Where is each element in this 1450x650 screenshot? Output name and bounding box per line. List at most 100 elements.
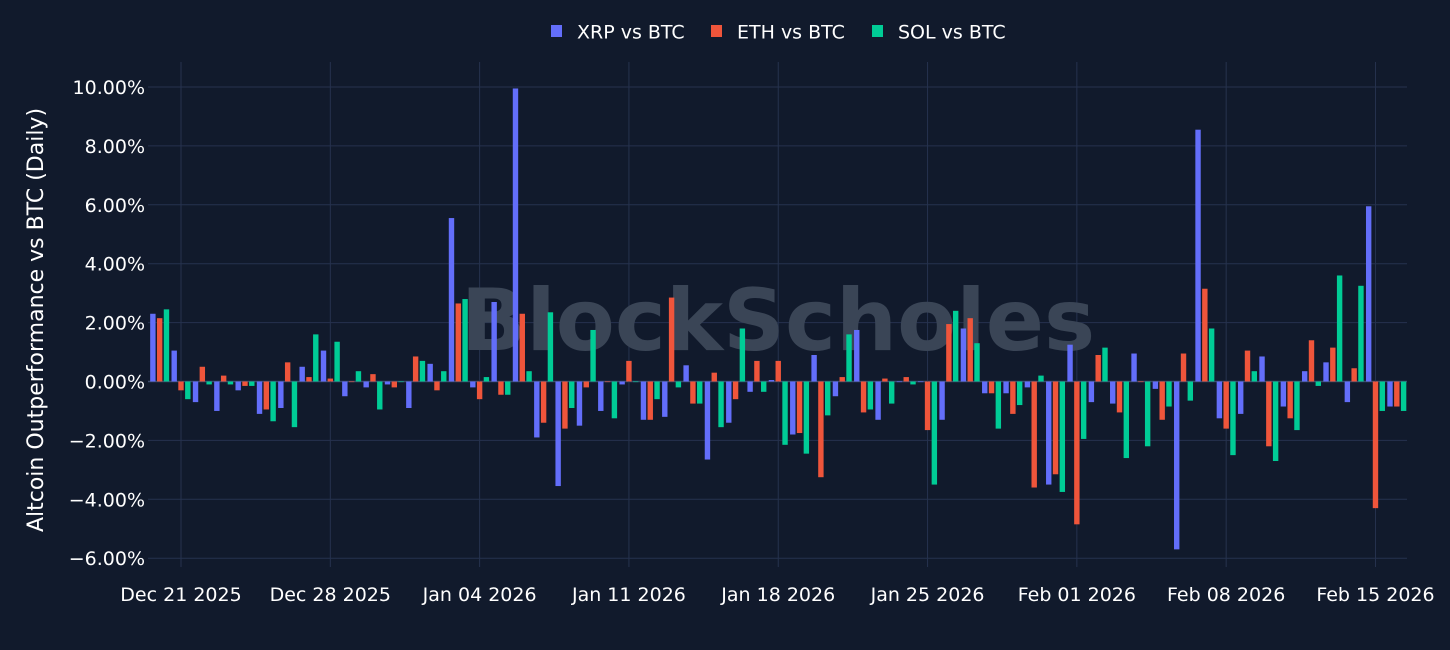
y-tick-label: 0.00% bbox=[85, 372, 145, 394]
bar-xrp-vs-btc bbox=[982, 381, 988, 394]
bar-xrp-vs-btc bbox=[598, 381, 604, 411]
bar-eth-vs-btc bbox=[818, 381, 824, 478]
bar-sol-vs-btc bbox=[1379, 381, 1385, 411]
bar-eth-vs-btc bbox=[519, 313, 525, 382]
x-tick-label: Jan 25 2026 bbox=[870, 584, 985, 606]
y-tick-label: −4.00% bbox=[69, 489, 145, 511]
bar-sol-vs-btc bbox=[569, 381, 575, 408]
bar-eth-vs-btc bbox=[626, 360, 632, 382]
bar-eth-vs-btc bbox=[903, 377, 909, 382]
bar-sol-vs-btc bbox=[526, 371, 532, 382]
bar-xrp-vs-btc bbox=[1301, 371, 1308, 382]
legend-swatch bbox=[872, 25, 883, 37]
bar-sol-vs-btc bbox=[1102, 347, 1108, 382]
bar-xrp-vs-btc bbox=[683, 365, 689, 382]
bar-xrp-vs-btc bbox=[960, 328, 967, 382]
legend-swatch bbox=[551, 25, 562, 37]
bar-xrp-vs-btc bbox=[1195, 129, 1201, 382]
y-tick-label: 4.00% bbox=[85, 254, 145, 276]
bar-eth-vs-btc bbox=[1372, 381, 1379, 509]
bar-eth-vs-btc bbox=[455, 303, 461, 382]
bar-xrp-vs-btc bbox=[150, 313, 156, 382]
bar-sol-vs-btc bbox=[931, 381, 938, 485]
bar-sol-vs-btc bbox=[611, 381, 618, 419]
bar-eth-vs-btc bbox=[1330, 347, 1336, 382]
bar-xrp-vs-btc bbox=[448, 218, 455, 382]
bar-sol-vs-btc bbox=[249, 381, 255, 386]
bar-xrp-vs-btc bbox=[470, 381, 476, 388]
bar-xrp-vs-btc bbox=[576, 381, 583, 426]
legend-label: XRP vs BTC bbox=[577, 22, 685, 44]
x-tick-label: Jan 18 2026 bbox=[720, 584, 835, 606]
bar-eth-vs-btc bbox=[988, 381, 995, 394]
y-tick-label: 2.00% bbox=[85, 313, 145, 335]
bar-eth-vs-btc bbox=[1159, 381, 1165, 420]
bar-sol-vs-btc bbox=[270, 381, 276, 422]
bar-xrp-vs-btc bbox=[214, 381, 220, 411]
bar-sol-vs-btc bbox=[910, 381, 916, 385]
bar-xrp-vs-btc bbox=[235, 381, 241, 391]
bar-xrp-vs-btc bbox=[1323, 362, 1329, 382]
bar-xrp-vs-btc bbox=[1365, 206, 1372, 382]
watermark-logo: BlockScholes bbox=[461, 271, 1096, 371]
legend-label: SOL vs BTC bbox=[898, 22, 1006, 44]
bar-eth-vs-btc bbox=[1074, 381, 1080, 525]
bar-eth-vs-btc bbox=[263, 381, 270, 410]
bar-xrp-vs-btc bbox=[1280, 381, 1287, 407]
bar-xrp-vs-btc bbox=[1067, 344, 1073, 382]
bar-eth-vs-btc bbox=[775, 360, 781, 382]
bar-sol-vs-btc bbox=[1016, 381, 1023, 406]
bar-xrp-vs-btc bbox=[1024, 381, 1031, 388]
bar-xrp-vs-btc bbox=[512, 88, 519, 382]
bar-sol-vs-btc bbox=[1080, 381, 1087, 439]
bar-xrp-vs-btc bbox=[662, 381, 668, 417]
bar-sol-vs-btc bbox=[825, 381, 831, 416]
bar-sol-vs-btc bbox=[974, 343, 980, 382]
bar-xrp-vs-btc bbox=[811, 355, 817, 382]
bar-eth-vs-btc bbox=[1287, 381, 1293, 419]
bar-eth-vs-btc bbox=[306, 377, 312, 382]
bar-xrp-vs-btc bbox=[726, 381, 732, 423]
bar-eth-vs-btc bbox=[1394, 381, 1400, 407]
bar-sol-vs-btc bbox=[782, 381, 788, 445]
bar-eth-vs-btc bbox=[924, 381, 931, 431]
bar-sol-vs-btc bbox=[1166, 381, 1172, 407]
bar-sol-vs-btc bbox=[995, 381, 1002, 429]
bar-eth-vs-btc bbox=[1202, 288, 1208, 382]
bar-sol-vs-btc bbox=[227, 381, 234, 385]
bar-eth-vs-btc bbox=[946, 324, 952, 382]
bar-sol-vs-btc bbox=[355, 371, 362, 382]
x-tick-label: Jan 11 2026 bbox=[571, 584, 686, 606]
bar-xrp-vs-btc bbox=[939, 381, 945, 420]
bar-sol-vs-btc bbox=[1208, 328, 1215, 382]
bar-xrp-vs-btc bbox=[1259, 356, 1265, 382]
x-tick-label: Feb 15 2026 bbox=[1316, 584, 1434, 606]
bar-eth-vs-btc bbox=[220, 375, 227, 382]
bar-xrp-vs-btc bbox=[747, 381, 753, 392]
bar-xrp-vs-btc bbox=[619, 381, 625, 385]
bar-sol-vs-btc bbox=[590, 329, 596, 382]
bar-eth-vs-btc bbox=[860, 381, 867, 413]
bar-sol-vs-btc bbox=[505, 381, 511, 395]
bar-eth-vs-btc bbox=[1031, 381, 1037, 488]
y-tick-label: 6.00% bbox=[85, 195, 145, 217]
bar-sol-vs-btc bbox=[1336, 275, 1343, 382]
bar-xrp-vs-btc bbox=[854, 329, 860, 382]
bar-sol-vs-btc bbox=[206, 381, 212, 385]
bar-xrp-vs-btc bbox=[704, 381, 711, 460]
bar-eth-vs-btc bbox=[348, 381, 355, 383]
legend-label: ETH vs BTC bbox=[737, 22, 845, 44]
bar-xrp-vs-btc bbox=[342, 381, 348, 397]
bar-xrp-vs-btc bbox=[1387, 381, 1393, 407]
bar-eth-vs-btc bbox=[412, 356, 419, 382]
y-tick-label: 10.00% bbox=[73, 77, 145, 99]
bar-sol-vs-btc bbox=[419, 360, 426, 382]
bar-xrp-vs-btc bbox=[1003, 381, 1009, 394]
bar-sol-vs-btc bbox=[1400, 381, 1407, 411]
bar-xrp-vs-btc bbox=[1088, 381, 1095, 403]
bar-eth-vs-btc bbox=[796, 381, 803, 434]
x-tick-label: Dec 28 2025 bbox=[270, 584, 391, 606]
bar-xrp-vs-btc bbox=[299, 366, 305, 382]
